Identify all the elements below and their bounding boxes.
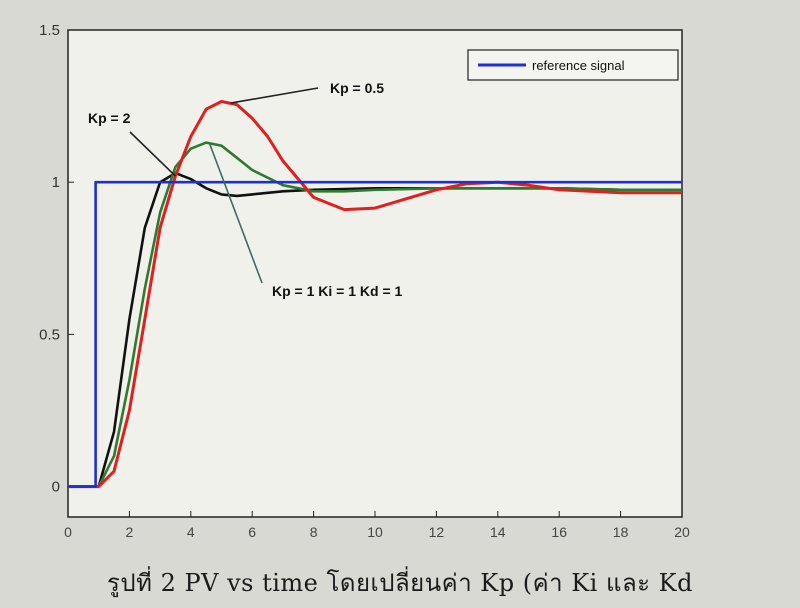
- x-tick-label: 4: [187, 524, 195, 540]
- y-tick-label: 1.5: [39, 22, 60, 39]
- x-tick-label: 2: [126, 524, 134, 540]
- series-line-reference: [68, 180, 682, 488]
- annotation-label: Kp = 0.5: [330, 80, 384, 96]
- y-tick-label: 1: [52, 174, 60, 191]
- x-tick-label: 12: [429, 524, 445, 540]
- annotation-label: Kp = 2: [88, 110, 131, 126]
- x-tick-label: 6: [248, 524, 256, 540]
- annotation-leader: [230, 87, 319, 104]
- annotation-label: Kp = 1 Ki = 1 Kd = 1: [272, 283, 403, 299]
- x-tick-label: 20: [674, 524, 690, 540]
- x-tick-label: 14: [490, 524, 506, 540]
- x-tick-label: 8: [310, 524, 318, 540]
- annotation-leader: [129, 131, 177, 177]
- x-tick-label: 10: [367, 524, 383, 540]
- x-tick-label: 0: [64, 524, 72, 540]
- legend: reference signal: [467, 49, 679, 81]
- x-tick-label: 18: [613, 524, 629, 540]
- y-tick-label: 0.5: [39, 326, 60, 343]
- x-tick-label: 16: [551, 524, 567, 540]
- annotation-leader: [208, 142, 263, 284]
- y-tick-label: 0: [52, 479, 60, 496]
- plot-area: [67, 29, 683, 518]
- legend-label-reference: reference signal: [532, 58, 625, 73]
- figure-caption: รูปที่ 2 PV vs time โดยเปลี่ยนค่า Kp (ค่…: [107, 569, 693, 597]
- series-line-2: [68, 141, 682, 488]
